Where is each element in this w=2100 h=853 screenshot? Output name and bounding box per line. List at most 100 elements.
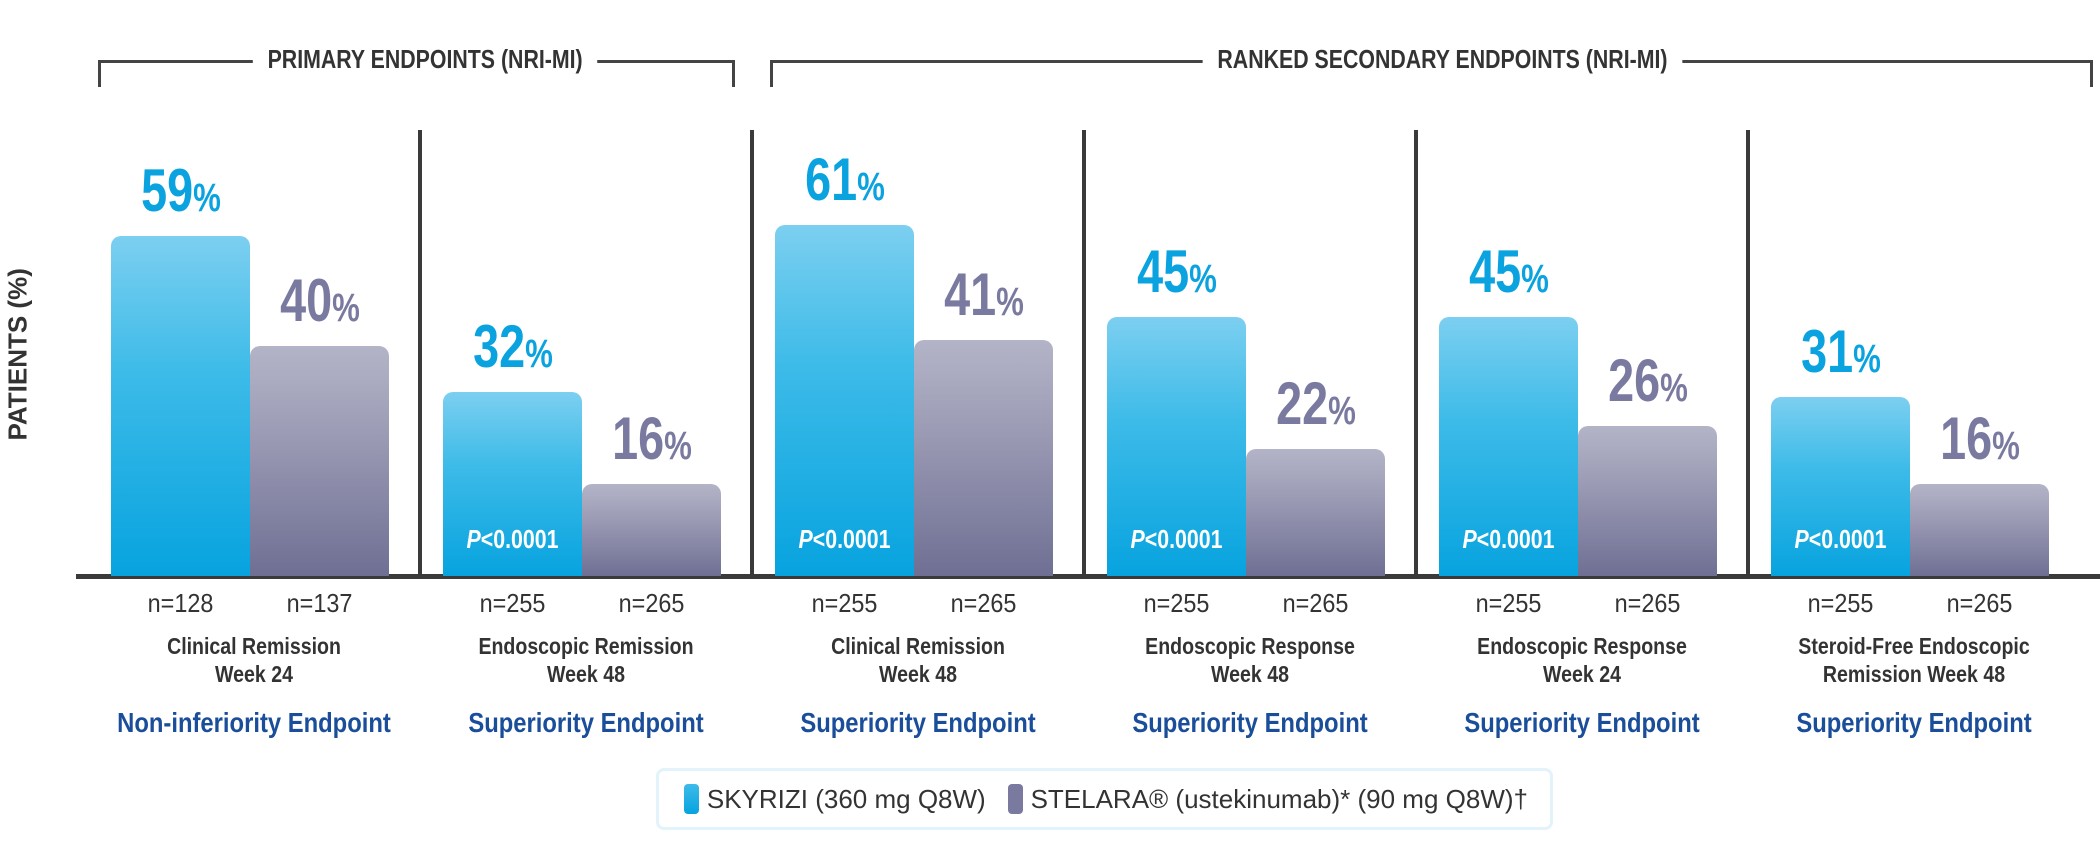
value-number: 16 — [1939, 404, 1992, 472]
sample-size-label: n=255 — [1475, 588, 1542, 618]
category-label: Endoscopic Response Week 24 — [1441, 632, 1723, 688]
sample-size-label: n=137 — [286, 588, 353, 618]
category-line-2: Remission Week 48 — [1822, 661, 2006, 687]
value-number: 16 — [611, 404, 664, 472]
category-line-2: Week 48 — [1211, 661, 1289, 687]
category-line-2: Week 48 — [547, 661, 625, 687]
value-suffix: % — [1659, 366, 1688, 411]
category-line-1: Clinical Remission — [831, 633, 1005, 659]
category-line-1: Endoscopic Response — [1477, 633, 1687, 659]
secondary-endpoints-label: RANKED SECONDARY ENDPOINTS (NRI-MI) — [1202, 44, 1683, 75]
value-label-stelara: 22% — [1238, 369, 1394, 438]
sample-size-label: n=265 — [950, 588, 1017, 618]
endpoint-type-label: Superiority Endpoint — [1464, 707, 1700, 738]
group-divider — [750, 130, 754, 576]
bar-stelara — [582, 483, 721, 576]
sample-size-label: n=255 — [1143, 588, 1210, 618]
category-line-1: Endoscopic Response — [1145, 633, 1355, 659]
category-line-2: Week 24 — [1543, 661, 1621, 687]
value-label-skyrizi: 61% — [767, 145, 923, 214]
value-label-stelara: 16% — [574, 404, 730, 473]
endpoint-type-label: Superiority Endpoint — [1796, 707, 2032, 738]
category-label: Endoscopic Response Week 48 — [1109, 632, 1391, 688]
sample-size-label: n=265 — [618, 588, 685, 618]
bar-stelara — [1910, 483, 2049, 576]
group-divider — [418, 130, 422, 576]
legend: SKYRIZI (360 mg Q8W) STELARA® (ustekinum… — [656, 768, 1553, 830]
value-suffix: % — [1991, 423, 2020, 468]
value-suffix: % — [524, 331, 553, 376]
category-line-1: Endoscopic Remission — [478, 633, 694, 659]
endpoint-type-label: Superiority Endpoint — [800, 707, 1036, 738]
legend-label-stelara: STELARA® (ustekinumab)* (90 mg Q8W)† — [1030, 783, 1528, 814]
bar-skyrizi — [1771, 397, 1910, 576]
bar-skyrizi — [111, 236, 250, 576]
value-label-stelara: 16% — [1902, 404, 2058, 473]
value-number: 31 — [1800, 318, 1853, 386]
value-number: 22 — [1275, 370, 1328, 438]
value-suffix: % — [1327, 389, 1356, 434]
sample-size-label: n=255 — [1807, 588, 1874, 618]
bar-stelara — [1246, 449, 1385, 576]
category-label: Clinical Remission Week 48 — [777, 632, 1059, 688]
p-value-label: P<0.0001 — [1794, 524, 1887, 554]
sample-size-label: n=265 — [1282, 588, 1349, 618]
bar-skyrizi — [1439, 316, 1578, 576]
category-line-2: Week 24 — [215, 661, 293, 687]
value-number: 45 — [1136, 237, 1189, 305]
value-label-stelara: 40% — [242, 266, 398, 335]
endpoint-type-label: Superiority Endpoint — [468, 707, 704, 738]
value-label-skyrizi: 45% — [1099, 237, 1255, 306]
endpoint-type-label: Superiority Endpoint — [1132, 707, 1368, 738]
value-suffix: % — [1520, 256, 1549, 301]
value-suffix: % — [663, 423, 692, 468]
y-axis-label: PATIENTS (%) — [2, 268, 33, 441]
category-line-1: Steroid-Free Endoscopic — [1798, 633, 2030, 659]
value-suffix: % — [331, 285, 360, 330]
value-number: 32 — [472, 312, 525, 380]
p-value-label: P<0.0001 — [1462, 524, 1555, 554]
legend-label-skyrizi: SKYRIZI (360 mg Q8W) — [706, 783, 986, 814]
bar-skyrizi — [775, 224, 914, 576]
value-number: 41 — [943, 260, 996, 328]
sample-size-label: n=265 — [1946, 588, 2013, 618]
sample-size-label: n=265 — [1614, 588, 1681, 618]
sample-size-label: n=255 — [479, 588, 546, 618]
bar-stelara — [250, 345, 389, 576]
sample-size-label: n=128 — [147, 588, 214, 618]
p-value-label: P<0.0001 — [1130, 524, 1223, 554]
value-label-skyrizi: 59% — [103, 156, 259, 225]
bar-stelara — [914, 339, 1053, 576]
value-label-skyrizi: 32% — [435, 312, 591, 381]
value-number: 61 — [804, 145, 857, 213]
category-label: Endoscopic Remission Week 48 — [445, 632, 727, 688]
value-suffix: % — [995, 279, 1024, 324]
bar-skyrizi — [443, 391, 582, 576]
value-number: 59 — [140, 157, 193, 225]
value-suffix: % — [1188, 256, 1217, 301]
value-suffix: % — [192, 176, 221, 221]
category-label: Steroid-Free Endoscopic Remission Week 48 — [1773, 632, 2055, 688]
legend-swatch-skyrizi — [684, 784, 699, 814]
value-label-skyrizi: 45% — [1431, 237, 1587, 306]
category-line-2: Week 48 — [879, 661, 957, 687]
sample-size-label: n=255 — [811, 588, 878, 618]
p-value-label: P<0.0001 — [466, 524, 559, 554]
bar-skyrizi — [1107, 316, 1246, 576]
value-number: 26 — [1607, 347, 1660, 415]
category-line-1: Clinical Remission — [167, 633, 341, 659]
group-divider — [1746, 130, 1750, 576]
endpoint-type-label: Non-inferiority Endpoint — [117, 707, 391, 738]
value-number: 40 — [279, 266, 332, 334]
category-label: Clinical Remission Week 24 — [113, 632, 395, 688]
x-axis-line — [76, 574, 2100, 579]
legend-swatch-stelara — [1007, 784, 1023, 814]
group-divider — [1414, 130, 1418, 576]
value-label-skyrizi: 31% — [1763, 317, 1919, 386]
primary-endpoints-label: PRIMARY ENDPOINTS (NRI-MI) — [252, 44, 598, 75]
value-label-stelara: 26% — [1570, 346, 1726, 415]
value-suffix: % — [1852, 337, 1881, 382]
group-divider — [1082, 130, 1086, 576]
p-value-label: P<0.0001 — [798, 524, 891, 554]
value-number: 45 — [1468, 237, 1521, 305]
